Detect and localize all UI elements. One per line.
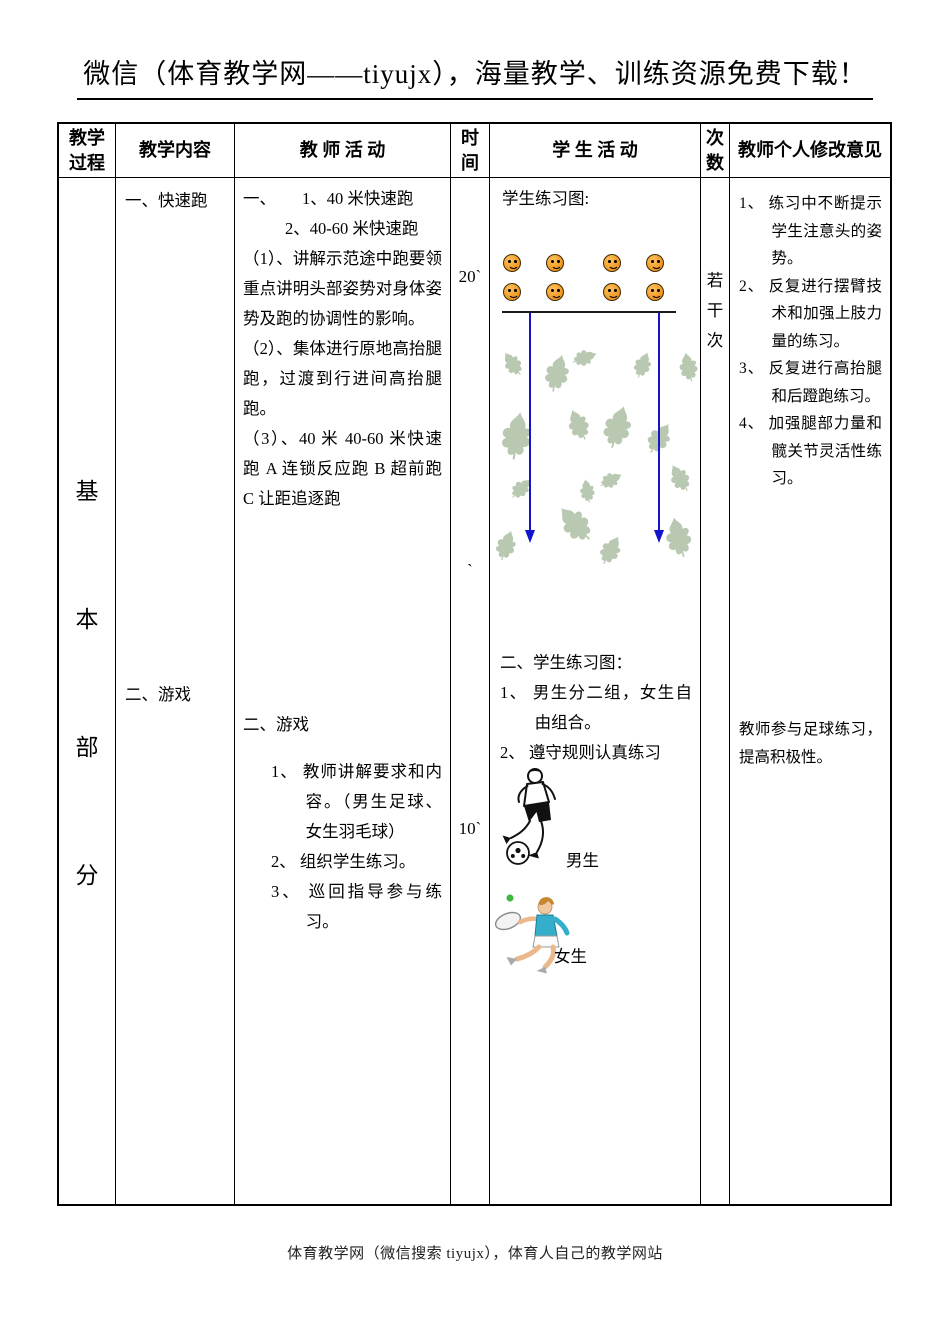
smiley-face-icon <box>503 254 521 272</box>
time-value-10min: 10` <box>458 819 482 838</box>
header-line: 间 <box>461 152 479 173</box>
teacher-s1-paragraph2: （2）、集体进行原地高抬腿跑，过渡到行进间高抬腿跑。 <box>243 339 442 418</box>
header-line: 教学内容 <box>139 140 211 160</box>
header-line: 次 <box>706 127 724 148</box>
header-teaching-process: 教学 过程 <box>59 124 115 178</box>
header-line: 教学 <box>69 127 105 148</box>
smiley-face-icon <box>503 283 521 301</box>
header-revision-notes: 教师个人修改意见 <box>730 124 890 178</box>
student-s2-list: 1、 男生分二组，女生自由组合。 2、 遵守规则认真练习 <box>500 678 692 768</box>
revision-note-item: 3、 反复进行高抬腿和后蹬跑练习。 <box>739 360 882 405</box>
header-line: 过程 <box>69 152 105 173</box>
column-student-activity: 学 生 活 动 学生练习图: <box>490 124 701 1204</box>
header-line: 教 师 活 动 <box>299 140 386 160</box>
revision-note-item: 2、 反复进行摆臂技术和加强上肢力量的练习。 <box>739 277 882 350</box>
content-item-game: 二、游戏 <box>125 685 191 704</box>
soccer-player-image <box>502 768 556 865</box>
teacher-activity-section1: 一、 1、40 米快速跑 2、40-60 米快速跑 （1）、讲解示范途中跑要领重… <box>243 184 442 514</box>
teacher-s1-sub2: 2、40-60 米快速跑 <box>285 219 419 238</box>
process-char: 本 <box>75 607 99 632</box>
revision-notes-list: 1、 练习中不断提示学生注意头的姿势。 2、 反复进行摆臂技术和加强上肢力量的练习… <box>739 190 882 493</box>
header-line: 学 生 活 动 <box>552 140 638 160</box>
teacher-s2-list: 1、 教师讲解要求和内容。（男生足球、女生羽毛球） 2、 组织学生练习。 3、 巡回… <box>271 757 442 937</box>
header-line: 数 <box>706 152 724 173</box>
header-time: 时 间 <box>451 124 489 178</box>
run-direction-arrow <box>524 313 535 543</box>
smiley-face-icon <box>603 283 621 301</box>
column-teaching-process: 教学 过程 基本部分 <box>59 124 116 1204</box>
revision-note-section2: 教师参与足球练习，提高积极性。 <box>739 721 882 766</box>
doc-title-wrap: 微信（体育教学网——tiyujx），海量教学、训练资源免费下载！ <box>0 52 950 100</box>
process-char: 基 <box>75 479 99 504</box>
repetitions-char: 干 <box>706 301 724 320</box>
revision-note-item: 4、 加强腿部力量和髋关节灵活性练习。 <box>739 415 882 487</box>
column-teaching-content: 教学内容 一、快速跑 二、游戏 <box>116 124 235 1204</box>
smiley-face-icon <box>546 254 564 272</box>
leaf-pattern-decoration <box>492 345 700 569</box>
teacher-s1-line1: 一、 1、40 米快速跑 <box>243 184 442 214</box>
smiley-face-icon <box>603 254 621 272</box>
cell-repetitions: 若干次 <box>701 178 729 1204</box>
teacher-s2-item: 3、 巡回指导参与练习。 <box>271 882 442 931</box>
cell-time: 20` ` 10` <box>451 178 489 1204</box>
smiley-grid <box>503 254 664 301</box>
student-activity-section2: 二、学生练习图： 1、 男生分二组，女生自由组合。 2、 遵守规则认真练习 <box>500 648 692 768</box>
teacher-activity-section2: 二、游戏 1、 教师讲解要求和内容。（男生足球、女生羽毛球） 2、 组织学生练习。… <box>243 710 442 937</box>
student-s2-item: 2、 遵守规则认真练习 <box>500 743 661 762</box>
cell-teaching-content: 一、快速跑 二、游戏 <box>116 178 234 1204</box>
teacher-s1-paragraph1: （1）、讲解示范途中跑要领重点讲明头部姿势对身体姿势及跑的协调性的影响。 <box>243 249 442 328</box>
header-line: 教师个人修改意见 <box>738 140 882 160</box>
run-direction-arrow <box>653 313 664 543</box>
teacher-s1-sub1: 1、40 米快速跑 <box>302 189 414 208</box>
time-value-20min: 20` <box>458 267 482 286</box>
badminton-player-image <box>494 894 570 974</box>
header-line: 时 <box>461 127 479 148</box>
cell-student-activity: 学生练习图: <box>490 178 700 1204</box>
start-line <box>502 311 676 313</box>
header-repetitions: 次 数 <box>701 124 729 178</box>
process-label-basic-part: 基本部分 <box>59 478 115 890</box>
teacher-s2-item: 2、 组织学生练习。 <box>271 852 416 871</box>
column-time: 时 间 20` ` 10` <box>451 124 490 1204</box>
smiley-face-icon <box>646 283 664 301</box>
content-item-sprint: 一、快速跑 <box>125 191 208 210</box>
column-teacher-activity: 教 师 活 动 一、 1、40 米快速跑 2、40-60 米快速跑 （1）、讲解… <box>235 124 451 1204</box>
column-repetitions: 次 数 若干次 <box>701 124 730 1204</box>
teacher-s2-head: 二、游戏 <box>243 715 309 734</box>
cell-teacher-activity: 一、 1、40 米快速跑 2、40-60 米快速跑 （1）、讲解示范途中跑要领重… <box>235 178 450 1204</box>
time-stray-mark: ` <box>467 561 473 580</box>
teacher-s1-paragraph3: （3）、40 米 40-60 米快速跑 A 连锁反应跑 B 超前跑 C 让距追逐… <box>243 429 442 508</box>
girls-label: 女生 <box>554 947 587 966</box>
doc-footer: 体育教学网（微信搜索 tiyujx），体育人自己的教学网站 <box>287 1246 663 1262</box>
process-char: 分 <box>75 863 99 888</box>
repetitions-char: 次 <box>706 331 724 350</box>
doc-title: 微信（体育教学网——tiyujx），海量教学、训练资源免费下载！ <box>77 52 873 100</box>
smiley-face-icon <box>546 283 564 301</box>
student-s2-item: 1、 男生分二组，女生自由组合。 <box>500 683 692 732</box>
lesson-plan-table: 教学 过程 基本部分 教学内容 一、快速跑 二、游戏 教 师 活 动 <box>57 122 892 1206</box>
student-s1-title: 学生练习图: <box>502 189 590 208</box>
student-s2-title: 二、学生练习图： <box>500 653 632 672</box>
header-teaching-content: 教学内容 <box>116 124 234 178</box>
header-teacher-activity: 教 师 活 动 <box>235 124 450 178</box>
smiley-face-icon <box>646 254 664 272</box>
repetitions-char: 若 <box>706 271 724 290</box>
process-char: 部 <box>75 735 99 760</box>
cell-teaching-process: 基本部分 <box>59 178 115 1204</box>
boys-label: 男生 <box>566 851 599 870</box>
column-revision-notes: 教师个人修改意见 1、 练习中不断提示学生注意头的姿势。 2、 反复进行摆臂技术和… <box>730 124 890 1204</box>
smiley-row <box>503 254 664 272</box>
teacher-s2-item: 1、 教师讲解要求和内容。（男生足球、女生羽毛球） <box>271 762 442 841</box>
repetitions-value: 若干次 <box>701 266 729 356</box>
teacher-s1-head: 一、 <box>243 189 276 208</box>
cell-revision-notes: 1、 练习中不断提示学生注意头的姿势。 2、 反复进行摆臂技术和加强上肢力量的练习… <box>730 178 890 1204</box>
header-student-activity: 学 生 活 动 <box>490 124 700 178</box>
revision-note-item: 1、 练习中不断提示学生注意头的姿势。 <box>739 195 882 267</box>
smiley-row <box>503 283 664 301</box>
